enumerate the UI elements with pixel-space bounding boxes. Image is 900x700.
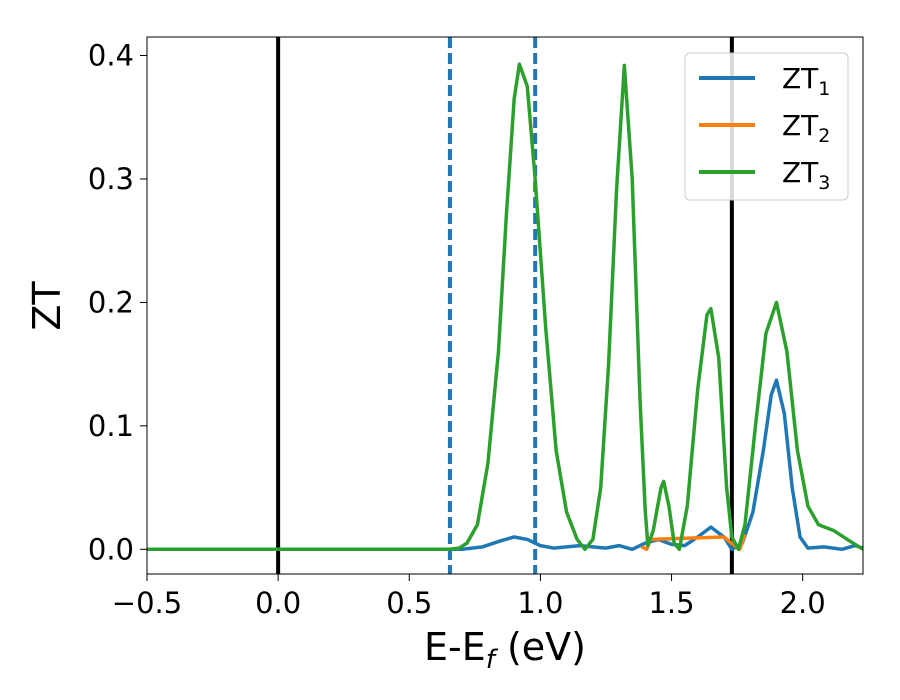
x-tick-label: 2.0 <box>780 586 826 620</box>
x-axis-title-unit: (eV) <box>495 625 586 669</box>
x-axis: −0.5 0.0 0.5 1.0 1.5 2.0 <box>112 574 826 620</box>
vertical-reference-lines <box>276 37 734 574</box>
y-axis: 0.0 0.1 0.2 0.3 0.4 <box>88 39 147 566</box>
y-tick-label: 0.0 <box>88 532 134 566</box>
y-tick-label: 0.3 <box>88 162 134 196</box>
legend-label-zt3: ZT3 <box>782 156 830 194</box>
y-tick-label: 0.4 <box>88 39 134 73</box>
legend-box <box>684 52 849 201</box>
series-line-zt3 <box>147 62 863 552</box>
legend-label-zt2: ZT2 <box>782 109 830 147</box>
y-axis-title: ZT <box>25 281 69 331</box>
y-tick-label: 0.2 <box>88 285 134 319</box>
plot-frame <box>146 36 864 575</box>
legend: ZT1 ZT2 ZT3 <box>684 52 849 201</box>
legend-label-zt1: ZT1 <box>782 62 830 100</box>
series-line-zt1 <box>147 378 863 552</box>
x-tick-label: 1.0 <box>517 586 563 620</box>
y-tick-label: 0.1 <box>88 409 134 443</box>
x-axis-title-main: E-E <box>424 625 486 669</box>
series-group <box>147 62 863 552</box>
x-tick-label: 0.5 <box>386 586 432 620</box>
x-tick-label: −0.5 <box>112 586 182 620</box>
x-tick-label: 1.5 <box>648 586 694 620</box>
x-tick-label: 0.0 <box>255 586 301 620</box>
x-axis-title: E-Ef (eV) <box>424 625 586 675</box>
